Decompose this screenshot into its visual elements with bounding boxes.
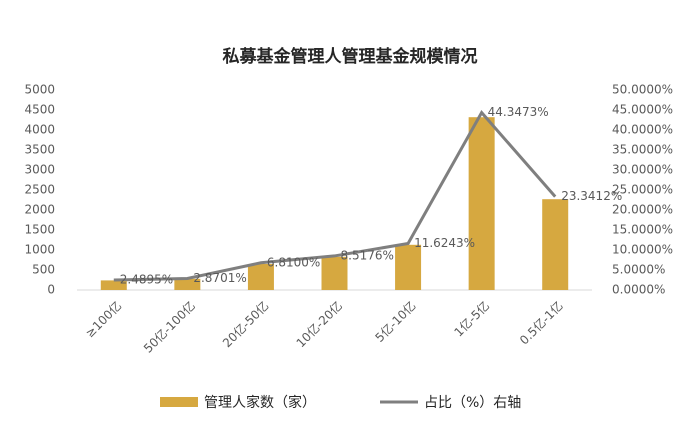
bar — [542, 199, 569, 290]
x-tick-label: 1亿-5亿 — [451, 298, 492, 339]
bar — [468, 117, 495, 290]
data-label: 44.3473% — [488, 105, 549, 119]
bar — [100, 280, 127, 290]
y-tick-label: 5000 — [24, 83, 55, 97]
y2-tick-label: 45.0000% — [612, 103, 673, 117]
y2-tick-label: 10.0000% — [612, 243, 673, 257]
y-tick-label: 0 — [47, 283, 55, 297]
bar — [247, 264, 274, 290]
data-label: 2.4895% — [120, 273, 173, 287]
legend-label: 占比（%）右轴 — [424, 395, 521, 411]
data-label: 8.5176% — [341, 248, 394, 262]
y2-tick-label: 35.0000% — [612, 143, 673, 157]
x-tick-label: ≥100亿 — [82, 298, 124, 340]
data-label: 11.6243% — [414, 236, 475, 250]
bar — [395, 244, 422, 290]
y-tick-label: 3500 — [24, 143, 55, 157]
y-tick-label: 2000 — [24, 203, 55, 217]
y2-tick-label: 0.0000% — [612, 283, 665, 297]
x-tick-label: 5亿-10亿 — [372, 298, 419, 345]
chart-title: 私募基金管理人管理基金规模情况 — [223, 46, 478, 67]
y2-tick-label: 50.0000% — [612, 83, 673, 97]
y-tick-label: 500 — [32, 263, 55, 277]
y2-tick-label: 25.0000% — [612, 183, 673, 197]
data-label: 6.8100% — [267, 255, 320, 269]
x-tick-label: 20亿-50亿 — [219, 298, 271, 350]
data-label: 23.3412% — [561, 189, 622, 203]
line — [113, 110, 557, 282]
y-tick-label: 4500 — [24, 103, 55, 117]
y-tick-label: 3000 — [24, 163, 55, 177]
legend-swatch — [160, 397, 198, 407]
bar — [174, 278, 201, 290]
y2-tick-label: 5.0000% — [612, 263, 665, 277]
y2-tick-label: 15.0000% — [612, 223, 673, 237]
y-tick-label: 1000 — [24, 243, 55, 257]
y-tick-label: 2500 — [24, 183, 55, 197]
y-tick-label: 4000 — [24, 123, 55, 137]
x-tick-label: 50亿-100亿 — [140, 298, 198, 356]
legend-label: 管理人家数（家） — [204, 394, 316, 411]
y2-tick-label: 40.0000% — [612, 123, 673, 137]
x-tick-label: 0.5亿-1亿 — [516, 298, 566, 348]
x-tick-label: 10亿-20亿 — [293, 298, 345, 350]
data-label: 2.8701% — [193, 271, 246, 285]
y-tick-label: 1500 — [24, 223, 55, 237]
y2-tick-label: 20.0000% — [612, 203, 673, 217]
y2-tick-label: 30.0000% — [612, 163, 673, 177]
bar — [321, 256, 348, 290]
